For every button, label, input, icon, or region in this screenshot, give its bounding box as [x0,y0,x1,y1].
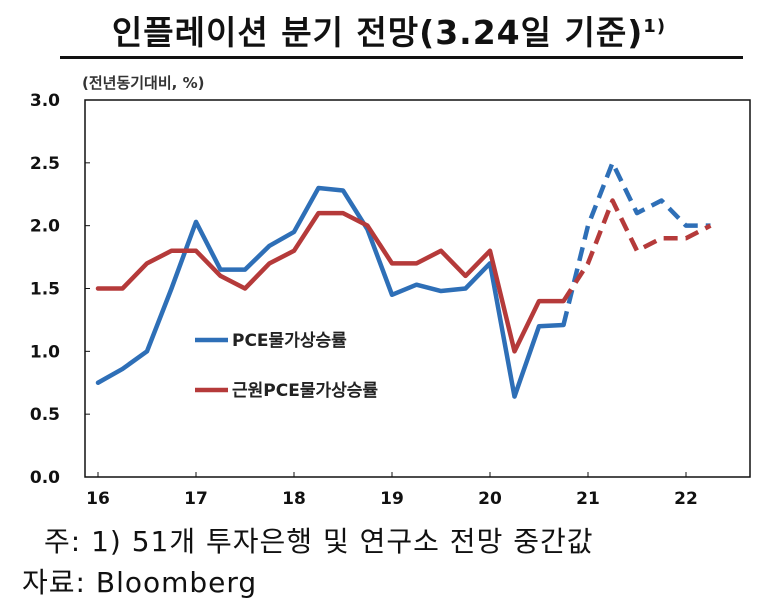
series-lines [95,160,712,399]
y-tick-label: 2.0 [30,217,60,237]
legend-label: 근원PCE물가상승률 [232,381,378,401]
x-tick-label: 22 [674,489,698,509]
y-axis: 0.0 0.5 1.0 1.5 2.0 2.5 3.0 [30,91,90,488]
x-tick-label: 21 [576,489,600,509]
legend-label: PCE물가상승률 [232,331,347,351]
series-line-actual-1 [95,185,566,399]
chart-title: 인플레이션 분기 전망(3.24일 기준)1) [0,6,778,54]
series-line-forecast-2 [561,198,712,303]
plot-frame [84,99,751,478]
unit-label: (전년동기대비, %) [82,74,205,92]
x-tick-label: 18 [282,489,306,509]
title-footnote-mark: 1) [643,16,667,37]
y-tick-label: 2.5 [30,154,60,174]
x-tick-label: 19 [380,489,404,509]
y-tick-label: 1.0 [30,342,60,362]
line-chart: 0.0 0.5 1.0 1.5 2.0 2.5 3.0 16 17 18 19 20 21 22 PCE… [30,91,751,509]
footnote: 주: 1) 51개 투자은행 및 연구소 전망 중간값 [44,525,594,558]
series-line-actual-2 [95,210,566,354]
y-tick-label: 0.5 [30,405,60,425]
title-text: 인플레이션 분기 전망(3.24일 기준) [111,13,644,52]
source-note: 자료: Bloomberg [22,566,258,599]
title-underline [60,56,743,59]
series-line-forecast-1 [561,160,711,326]
x-tick-label: 20 [478,489,502,509]
x-tick-label: 16 [86,489,110,509]
y-tick-label: 0.0 [30,468,60,488]
x-tick-label: 17 [184,489,208,509]
y-tick-label: 1.5 [30,280,60,300]
x-axis: 16 17 18 19 20 21 22 [86,472,698,509]
y-tick-label: 3.0 [30,91,60,111]
